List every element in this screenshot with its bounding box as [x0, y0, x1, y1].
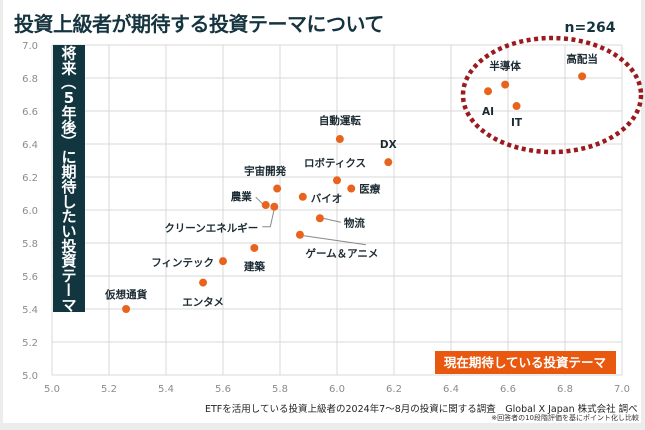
y-axis-label-char: （ — [59, 75, 77, 90]
data-point — [335, 135, 344, 144]
x-tick-label: 5.4 — [158, 384, 174, 395]
y-tick-label: 6.6 — [22, 107, 38, 118]
data-point — [315, 214, 324, 223]
data-point — [295, 230, 304, 239]
point-label: 農業 — [231, 190, 252, 203]
point-label: クリーンエネルギー — [164, 222, 258, 235]
point-label: ゲーム＆アニメ — [305, 247, 378, 260]
x-axis-label-background — [435, 351, 616, 374]
x-axis-label-box: 現在期待している投資テーマ — [435, 351, 616, 374]
point-label: バイオ — [311, 193, 343, 205]
y-axis-label-char: 資 — [61, 252, 76, 270]
y-axis-label-background — [53, 45, 85, 312]
y-tick-label: 6.4 — [22, 140, 38, 151]
y-tick-label: 5.6 — [22, 272, 38, 283]
data-point — [261, 201, 270, 210]
y-axis-label-char: ー — [59, 282, 77, 297]
chart-title: 投資上級者が期待する投資テーマについて — [14, 12, 384, 36]
point-label: 半導体 — [489, 60, 521, 73]
axis-ticks: 5.0 5.2 5.4 5.6 5.8 6.0 6.2 6.4 6.6 6.8 7.0 5.0 5.2 5… — [22, 41, 630, 395]
leader-line — [262, 208, 275, 228]
y-axis-label-char: 期 — [61, 163, 76, 181]
x-tick-label: 6.8 — [557, 384, 573, 395]
point-label: DX — [380, 139, 397, 151]
y-axis-label-char: 将 — [61, 44, 76, 62]
point-label: 医療 — [359, 183, 380, 196]
y-axis-label-char: い — [61, 222, 76, 240]
point-label: IT — [511, 117, 523, 129]
data-point — [298, 192, 307, 201]
data-point — [501, 80, 510, 89]
y-tick-label: 6.2 — [22, 173, 38, 184]
x-tick-label: 5.0 — [44, 384, 60, 395]
x-axis-label: 現在期待している投資テーマ — [444, 355, 606, 370]
point-label: 物流 — [344, 216, 365, 229]
y-axis-label-char: た — [61, 208, 76, 226]
y-tick-label: 5.0 — [22, 371, 38, 382]
y-axis-label-char: マ — [61, 297, 76, 315]
source-note: ETFを活用している投資上級者の2024年7～8月の投資に関する調査 Globa… — [205, 404, 638, 415]
point-label: 建築 — [243, 260, 265, 273]
x-tick-label: 5.8 — [272, 384, 288, 395]
y-axis-label-char: 来 — [60, 59, 77, 77]
data-point — [219, 257, 227, 266]
y-axis-label-char: に — [61, 148, 76, 166]
point-label: AI — [482, 106, 494, 118]
y-axis-label-char: 年 — [61, 104, 76, 122]
y-tick-label: 5.4 — [22, 305, 38, 316]
data-point — [333, 176, 341, 185]
x-tick-label: 7.0 — [614, 384, 630, 395]
leader-lines — [255, 196, 367, 246]
y-axis-label-char: 待 — [61, 178, 76, 196]
data-point — [270, 202, 279, 211]
data-point — [484, 87, 493, 96]
data-point — [384, 158, 393, 167]
x-tick-label: 6.2 — [386, 384, 402, 395]
x-tick-label: 6.4 — [443, 384, 459, 395]
x-tick-label: 6.0 — [329, 384, 345, 395]
point-label: エンタメ — [182, 297, 224, 309]
y-axis-label-char: 後 — [60, 119, 77, 137]
point-label: 仮想通貨 — [104, 288, 147, 301]
y-axis-label-char: し — [61, 193, 76, 211]
data-point — [250, 243, 259, 252]
y-tick-label: 5.8 — [22, 239, 38, 250]
y-axis-label-char: 5 — [64, 89, 74, 107]
y-tick-label: 6.0 — [22, 206, 38, 217]
data-points — [122, 72, 587, 313]
data-point — [273, 184, 282, 193]
method-note: ※回答者の10段階評価を基にポイント化し比較 — [491, 414, 639, 422]
point-label: 高配当 — [566, 52, 598, 65]
point-label: 宇宙開発 — [244, 165, 286, 178]
annotations: n=264 — [460, 20, 644, 155]
y-tick-label: 6.8 — [22, 74, 38, 85]
grid-lines — [51, 44, 623, 376]
y-tick-label: 5.2 — [22, 338, 38, 349]
data-point — [578, 72, 587, 81]
y-tick-label: 7.0 — [22, 41, 38, 52]
point-label: フィンテック — [151, 257, 214, 269]
x-tick-label: 5.6 — [215, 384, 231, 395]
y-axis-label-char: テ — [61, 267, 76, 285]
y-axis-label-char: ） — [59, 134, 77, 149]
data-point — [199, 278, 208, 287]
x-tick-label: 5.2 — [101, 384, 117, 395]
data-point — [122, 305, 131, 313]
x-tick-label: 6.6 — [500, 384, 516, 395]
y-axis-label-char: 投 — [61, 237, 76, 255]
sample-size-label: n=264 — [565, 20, 616, 36]
data-point — [347, 184, 356, 193]
point-label: 自動運転 — [319, 114, 361, 127]
leader-line — [322, 217, 342, 223]
data-point — [512, 102, 521, 111]
leader-line — [303, 235, 367, 246]
point-label: ロボティクス — [304, 156, 366, 169]
highlight-ellipse — [460, 35, 644, 155]
